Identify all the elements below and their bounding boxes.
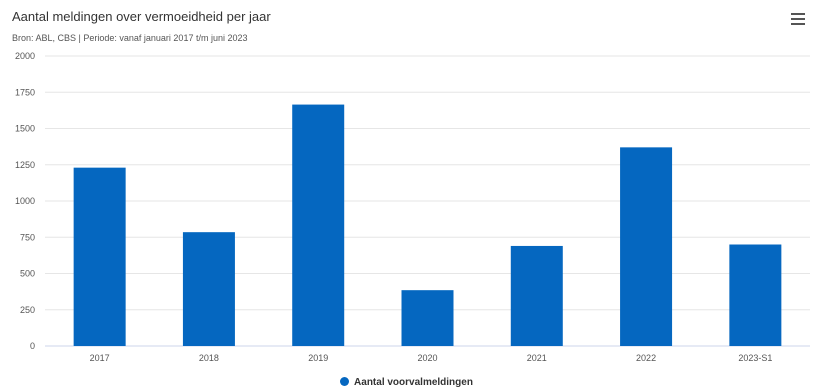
y-tick-label: 1250	[15, 160, 35, 170]
y-tick-label: 0	[30, 341, 35, 351]
bar-2021[interactable]	[510, 245, 563, 346]
bar-2020[interactable]	[401, 290, 454, 346]
bar-2022[interactable]	[620, 147, 673, 346]
y-tick-label: 2000	[15, 51, 35, 61]
x-tick-label: 2020	[417, 353, 437, 363]
y-axis-tick-labels: 0 250 500 750 1000 1250 1500 1750 2000	[15, 51, 35, 351]
x-tick-label: 2021	[527, 353, 547, 363]
chart-subtitle: Bron: ABL, CBS | Periode: vanaf januari …	[12, 33, 248, 43]
y-tick-label: 1000	[15, 196, 35, 206]
legend-label: Aantal voorvalmeldingen	[354, 377, 473, 388]
bars	[73, 104, 782, 347]
chart-title: Aantal meldingen over vermoeidheid per j…	[12, 9, 271, 24]
x-tick-label: 2023-S1	[738, 353, 772, 363]
legend-marker-icon	[340, 377, 350, 386]
hamburger-menu-icon[interactable]	[790, 11, 806, 27]
y-tick-label: 1500	[15, 124, 35, 134]
y-tick-label: 1750	[15, 87, 35, 97]
y-tick-label: 250	[20, 305, 35, 315]
x-tick-label: 2022	[636, 353, 656, 363]
bar-2019[interactable]	[292, 104, 345, 346]
bar-2017[interactable]	[73, 167, 126, 346]
x-tick-label: 2018	[199, 353, 219, 363]
legend-item[interactable]: Aantal voorvalmeldingen	[0, 377, 813, 388]
x-tick-label: 2019	[308, 353, 328, 363]
y-tick-label: 750	[20, 232, 35, 242]
x-axis-tick-labels: 2017 2018 2019 2020 2021 2022 2023-S1	[90, 353, 773, 363]
bar-2018[interactable]	[182, 232, 235, 346]
bar-2023-S1[interactable]	[729, 244, 782, 347]
x-tick-label: 2017	[90, 353, 110, 363]
y-tick-label: 500	[20, 269, 35, 279]
